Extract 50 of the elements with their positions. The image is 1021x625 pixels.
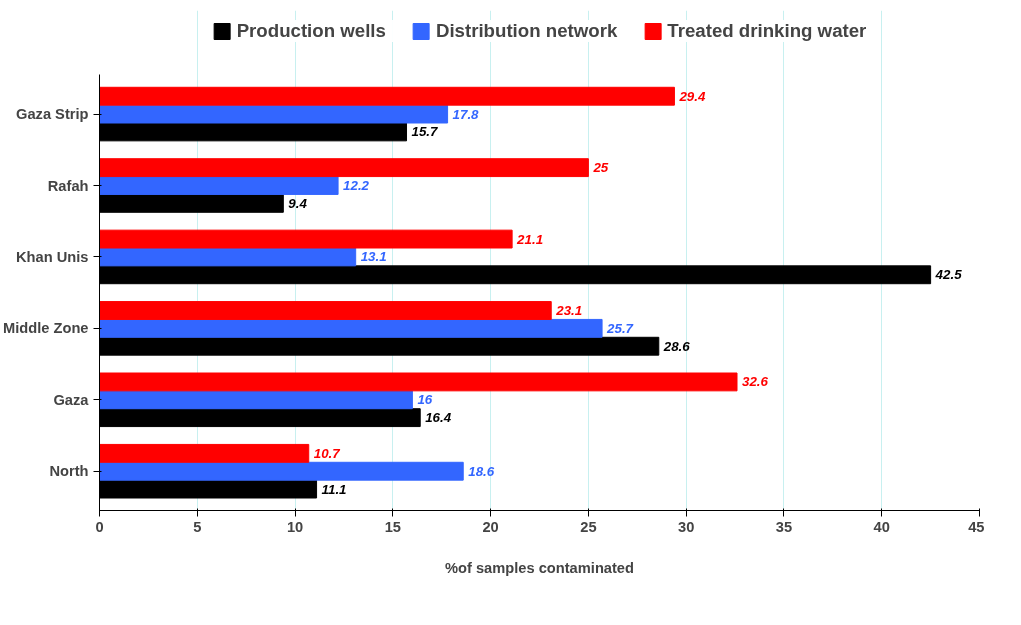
x-tick-label: 5: [193, 518, 202, 535]
bar: [99, 461, 464, 481]
x-tick-label: 10: [286, 518, 304, 535]
bar: [99, 247, 357, 267]
x-axis-title: %of samples contaminated: [445, 559, 634, 576]
legend-label: Production wells: [236, 20, 386, 42]
bar: [99, 158, 589, 178]
x-tick-label: 0: [95, 518, 104, 535]
data-label: 16.4: [425, 410, 452, 426]
data-label: 25: [592, 160, 609, 176]
data-label: 18.6: [468, 463, 495, 479]
bar: [99, 390, 413, 410]
legend-label: Treated drinking water: [667, 20, 867, 42]
x-tick-label: 40: [873, 518, 890, 535]
data-label: 10.7: [313, 445, 341, 461]
data-label: 32.6: [742, 374, 769, 390]
data-label: 17.8: [452, 106, 480, 122]
x-tick-label: 20: [482, 518, 499, 535]
bar: [99, 443, 310, 463]
y-tick-label: Gaza: [53, 391, 90, 408]
data-label: 9.4: [288, 195, 308, 211]
data-label: 23.1: [555, 303, 583, 318]
data-label: 13.1: [360, 249, 387, 265]
data-label: 16: [417, 392, 433, 408]
bar: [99, 229, 513, 249]
y-tick-label: Rafah: [47, 177, 89, 194]
x-tick-label: 30: [678, 518, 695, 535]
data-label: 29.4: [678, 88, 706, 104]
data-label: 15.7: [411, 124, 439, 140]
legend-label: Distribution network: [435, 20, 618, 42]
bar: [99, 86, 675, 106]
data-label: 12.2: [343, 178, 370, 193]
bar: [99, 318, 603, 338]
bar: [99, 104, 449, 124]
x-tick-label: 35: [775, 518, 793, 535]
bar: [99, 176, 339, 195]
y-tick-label: Middle Zone: [3, 320, 89, 337]
data-label: 42.5: [934, 267, 963, 283]
data-label: 25.7: [606, 320, 634, 336]
x-tick-label: 25: [580, 518, 597, 535]
bar: [99, 372, 738, 392]
data-label: 21.1: [516, 231, 544, 247]
y-tick-label: Gaza Strip: [16, 106, 89, 123]
data-label: 28.6: [662, 338, 691, 354]
bar: [99, 301, 552, 320]
data-label: 11.1: [321, 481, 347, 497]
y-tick-label: North: [49, 463, 89, 480]
x-tick-label: 45: [968, 518, 985, 535]
y-tick-label: Khan Unis: [16, 248, 89, 265]
x-tick-label: 15: [384, 518, 401, 535]
